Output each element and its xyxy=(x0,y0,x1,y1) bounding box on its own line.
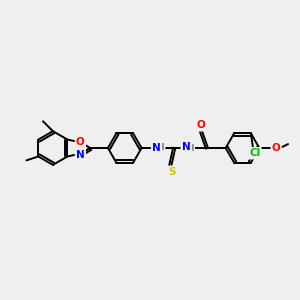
Text: H: H xyxy=(186,143,194,152)
Text: N: N xyxy=(152,143,161,153)
Text: H: H xyxy=(157,142,164,152)
Text: O: O xyxy=(197,120,206,130)
Text: O: O xyxy=(272,143,280,153)
Text: Cl: Cl xyxy=(249,148,260,158)
Text: O: O xyxy=(76,137,85,147)
Text: N: N xyxy=(76,150,85,160)
Text: N: N xyxy=(182,142,190,152)
Text: S: S xyxy=(169,167,176,177)
